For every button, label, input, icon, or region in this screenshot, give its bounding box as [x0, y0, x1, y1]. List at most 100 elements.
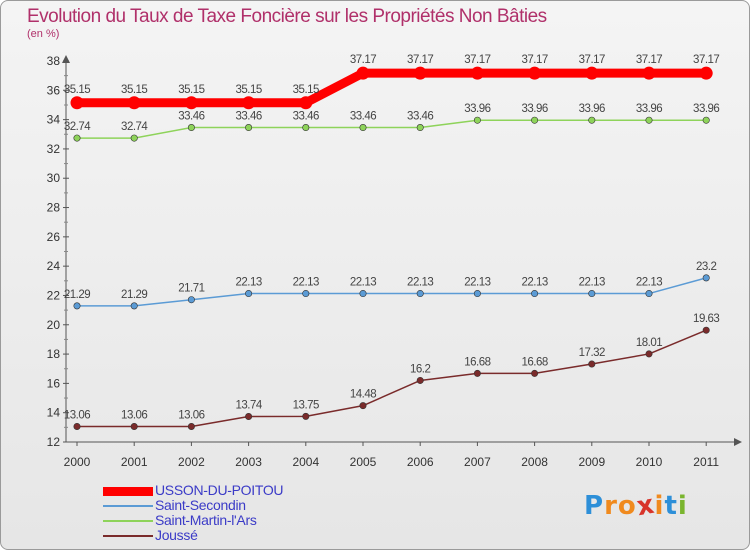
data-label: 22.13 [407, 277, 433, 289]
logo-letter: i [677, 491, 688, 521]
data-point [356, 66, 370, 80]
data-point [416, 124, 424, 132]
data-point [702, 116, 710, 124]
data-point [473, 290, 481, 298]
x-tick-label: 2000 [64, 455, 91, 469]
y-tick-label: 20 [47, 318, 61, 332]
data-label: 13.75 [293, 399, 319, 411]
data-point [302, 412, 310, 420]
logo-letter: r [604, 491, 618, 521]
data-point [359, 124, 367, 132]
y-tick-label: 22 [47, 288, 61, 302]
data-point [473, 369, 481, 377]
data-point [588, 290, 596, 298]
data-point [702, 274, 710, 282]
data-point [187, 296, 195, 304]
data-point [73, 422, 81, 430]
logo-letter: o [617, 491, 637, 521]
y-tick-label: 16 [47, 376, 61, 390]
data-label: 33.46 [178, 111, 204, 123]
data-label: 13.06 [121, 409, 147, 421]
data-point [359, 290, 367, 298]
logo-letter: P [584, 491, 605, 521]
data-label: 33.46 [235, 111, 261, 123]
data-label: 35.15 [178, 84, 204, 96]
data-point [531, 290, 539, 298]
data-label: 21.29 [64, 289, 90, 301]
series-jouss-: 13.06 13.06 13.06 13.74 13.75 14.48 16.2 16.68 1… [64, 313, 720, 430]
series-saint-martin-l-ars: 32.74 32.74 33.46 33.46 33.46 33.46 33.46 33.96… [64, 103, 720, 142]
legend-label: Joussé [155, 527, 198, 543]
data-point [699, 66, 713, 80]
data-point [588, 116, 596, 124]
proxiti-logo: Proxiti [584, 490, 688, 523]
data-point [184, 96, 198, 110]
data-label: 22.13 [293, 277, 319, 289]
data-point [642, 66, 656, 80]
data-label: 33.46 [293, 111, 319, 123]
data-point [645, 350, 653, 358]
logo-letter: t [664, 491, 678, 521]
data-label: 13.74 [235, 400, 262, 412]
data-point [702, 326, 710, 334]
y-tick-label: 38 [47, 54, 61, 68]
data-label: 33.96 [464, 103, 490, 115]
y-tick-label: 36 [47, 83, 61, 97]
data-point [473, 116, 481, 124]
data-label: 33.46 [407, 111, 433, 123]
data-label: 16.68 [464, 356, 490, 368]
data-label: 22.13 [636, 277, 662, 289]
data-label: 17.32 [579, 347, 605, 359]
data-label: 19.63 [693, 313, 719, 325]
data-point [245, 124, 253, 132]
data-point [73, 302, 81, 310]
data-point [416, 376, 424, 384]
x-axis-arrow [734, 438, 742, 446]
data-point [73, 134, 81, 142]
data-point [127, 96, 141, 110]
legend-swatch [103, 487, 153, 496]
x-tick-label: 2007 [464, 455, 491, 469]
data-label: 33.96 [636, 103, 662, 115]
y-tick-label: 26 [47, 230, 61, 244]
chart-title: Evolution du Taux de Taxe Foncière sur l… [27, 6, 547, 27]
data-label: 37.17 [350, 54, 376, 66]
data-point [130, 422, 138, 430]
legend-label: USSON-DU-POITOU [155, 482, 284, 498]
x-tick-label: 2004 [292, 455, 319, 469]
data-point [588, 360, 596, 368]
data-point [187, 124, 195, 132]
y-tick-label: 24 [47, 259, 61, 273]
data-point [302, 124, 310, 132]
data-point [70, 96, 84, 110]
data-point [359, 402, 367, 410]
data-label: 33.46 [350, 111, 376, 123]
data-label: 18.01 [636, 337, 662, 349]
data-point [242, 96, 256, 110]
data-point [130, 302, 138, 310]
data-point [299, 96, 313, 110]
x-tick-label: 2010 [636, 455, 663, 469]
series-saint-secondin: 21.29 21.29 21.71 22.13 22.13 22.13 22.13 22.13… [64, 261, 717, 310]
data-point [187, 422, 195, 430]
x-tick-label: 2001 [121, 455, 148, 469]
data-label: 22.13 [464, 277, 490, 289]
data-label: 13.06 [178, 409, 204, 421]
series-line [77, 277, 707, 307]
x-tick-label: 2005 [350, 455, 377, 469]
data-label: 22.13 [235, 277, 261, 289]
data-point [531, 116, 539, 124]
y-tick-label: 32 [47, 142, 61, 156]
legend-swatch [103, 520, 153, 522]
data-label: 14.48 [350, 389, 376, 401]
data-point [528, 66, 542, 80]
data-point [413, 66, 427, 80]
x-tick-label: 2008 [521, 455, 548, 469]
data-label: 33.96 [693, 103, 719, 115]
x-tick-label: 2011 [693, 455, 719, 469]
data-label: 22.13 [579, 277, 605, 289]
data-label: 37.17 [464, 54, 490, 66]
legend-swatch [103, 535, 153, 537]
